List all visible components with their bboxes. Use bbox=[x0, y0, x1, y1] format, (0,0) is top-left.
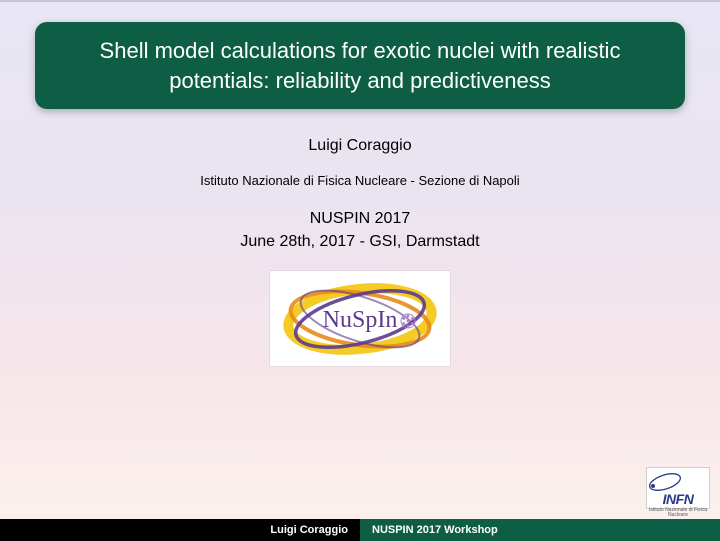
affiliation: Istituto Nazionale di Fisica Nucleare - … bbox=[0, 173, 720, 188]
event-block: NUSPIN 2017 June 28th, 2017 - GSI, Darms… bbox=[0, 208, 720, 253]
footer: Luigi Coraggio NUSPIN 2017 Workshop bbox=[0, 519, 720, 541]
infn-subtitle: Istituto Nazionale di Fisica Nucleare bbox=[647, 508, 709, 518]
author-block: Luigi Coraggio Istituto Nazionale di Fis… bbox=[0, 137, 720, 188]
infn-text: INFN bbox=[647, 492, 709, 506]
event-name: NUSPIN 2017 bbox=[0, 208, 720, 230]
footer-event: NUSPIN 2017 Workshop bbox=[360, 519, 720, 541]
title-box: Shell model calculations for exotic nucl… bbox=[35, 22, 685, 109]
event-date: June 28th, 2017 - GSI, Darmstadt bbox=[0, 231, 720, 253]
nuspin-logo: NuSpIn bbox=[270, 271, 450, 366]
logo-text: NuSpIn bbox=[323, 307, 398, 333]
slide-title: Shell model calculations for exotic nucl… bbox=[55, 36, 665, 95]
infn-logo: INFN Istituto Nazionale di Fisica Nuclea… bbox=[646, 467, 710, 509]
author-name: Luigi Coraggio bbox=[0, 137, 720, 155]
footer-author: Luigi Coraggio bbox=[0, 519, 360, 541]
logo-container: NuSpIn bbox=[0, 271, 720, 371]
